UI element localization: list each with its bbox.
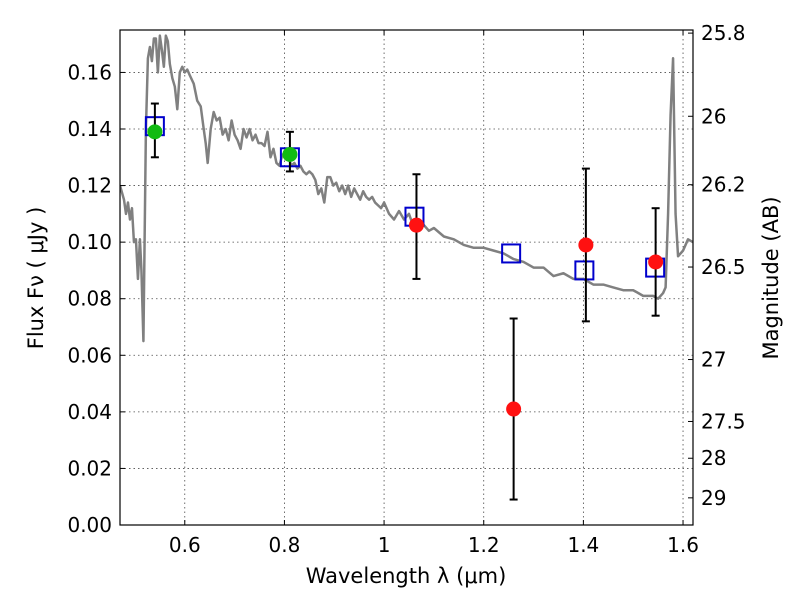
x-tick-label: 1.6 (667, 533, 699, 557)
x-tick-label: 1 (378, 533, 391, 557)
y-tick-label: 0.06 (67, 343, 112, 367)
y2-tick-label: 26 (701, 104, 726, 128)
y2-axis-label: Magnitude (AB) (759, 196, 783, 359)
x-tick-label: 1.2 (468, 533, 500, 557)
observed-flux-point (506, 401, 522, 417)
observed-flux-point (648, 254, 664, 270)
observed-flux-point (147, 124, 163, 140)
y2-tick-label: 27 (701, 348, 726, 372)
sed-model-line (120, 34, 693, 343)
observed-flux-point (282, 146, 298, 162)
marker-layer (144, 102, 666, 501)
y-tick-label: 0.02 (67, 456, 112, 480)
y-tick-label: 0.10 (67, 230, 112, 254)
y-tick-label: 0.04 (67, 400, 112, 424)
x-tick-label: 0.8 (269, 533, 301, 557)
y2-tick-label: 29 (701, 486, 726, 510)
y-tick-label: 0.12 (67, 174, 112, 198)
model-photometry-square (501, 243, 522, 264)
y2-tick-label: 25.8 (701, 21, 746, 45)
y-axis-label: Flux Fν ( μJy ) (24, 207, 48, 350)
observed-flux-point (578, 237, 594, 253)
y2-tick-label: 27.5 (701, 409, 746, 433)
plot-area (120, 34, 693, 343)
y-tick-label: 0.08 (67, 287, 112, 311)
axes: 0.6 0.8 1 1.2 1.4 1.6 0.00 0.02 0.04 0.06 0.08 0.10… (67, 21, 745, 557)
x-tick-label: 1.4 (567, 533, 599, 557)
x-tick-label: 0.6 (169, 533, 201, 557)
y2-tick-label: 28 (701, 446, 726, 470)
model-photometry-square (574, 260, 595, 281)
y2-tick-label: 26.2 (701, 173, 746, 197)
y-tick-label: 0.16 (67, 60, 112, 84)
y-tick-label: 0.00 (67, 513, 112, 537)
x-axis-label: Wavelength λ (μm) (306, 564, 507, 588)
plot-frame (119, 29, 694, 526)
observed-flux-point (408, 217, 424, 233)
series-layer (120, 34, 693, 343)
y2-tick-label: 26.5 (701, 255, 746, 279)
y-tick-label: 0.14 (67, 117, 112, 141)
grid (120, 30, 693, 525)
